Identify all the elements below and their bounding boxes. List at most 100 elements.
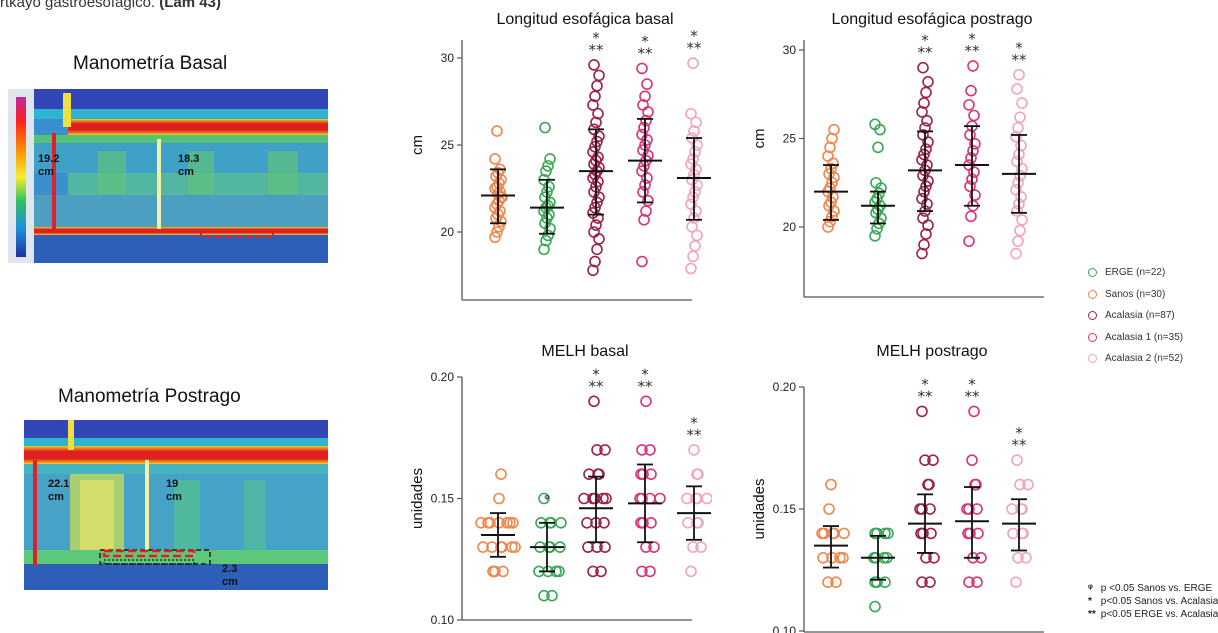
data-point	[654, 492, 666, 505]
data-point	[1016, 214, 1028, 226]
data-point	[916, 405, 928, 418]
footnote-symbol: **	[1088, 609, 1096, 620]
data-point	[588, 395, 600, 408]
significance-marker: *	[921, 375, 929, 393]
data-point	[920, 180, 932, 193]
postrago-length-label-3: 2.3 cm	[222, 563, 238, 589]
group-acalasia: ***	[908, 32, 942, 260]
data-point	[635, 468, 647, 480]
y-tick-label: 0.20	[431, 370, 455, 384]
legend-item: Acalasia 1 (n=35)	[1088, 327, 1183, 349]
significance-marker: **	[687, 39, 703, 57]
data-point	[636, 62, 648, 75]
significance-marker: *	[592, 365, 600, 383]
data-point	[882, 527, 894, 540]
data-point	[590, 219, 602, 231]
significance-marker: **	[918, 387, 934, 405]
y-tick-label: 0.20	[773, 380, 797, 394]
group-acalasia-1: ***	[628, 365, 666, 578]
data-point	[920, 143, 932, 155]
significance-marker: **	[965, 387, 981, 405]
legend-marker	[1088, 332, 1097, 342]
data-point	[919, 454, 931, 466]
data-point	[638, 214, 650, 226]
data-point	[487, 565, 499, 578]
data-point	[1014, 169, 1026, 182]
y-axis-label: unidades	[751, 479, 768, 540]
data-point	[688, 444, 700, 456]
postrago-length-unit-2: cm	[166, 491, 182, 503]
data-point	[870, 176, 882, 189]
data-point	[689, 186, 701, 198]
data-point	[869, 600, 881, 613]
y-tick-label: 25	[441, 138, 455, 152]
data-point	[538, 243, 550, 256]
data-point	[546, 589, 558, 602]
data-point	[588, 59, 600, 71]
data-point	[916, 153, 928, 166]
data-point	[688, 125, 700, 137]
data-point	[578, 492, 590, 505]
footnote-text: p<0.05 ERGE vs. Acalasia	[1098, 609, 1218, 620]
data-point	[927, 454, 939, 466]
data-point	[591, 196, 603, 209]
significance-marker: ᵠ	[544, 493, 549, 508]
data-point	[542, 160, 554, 172]
data-point	[1014, 478, 1026, 491]
footnote-symbol: ᵠ	[1088, 583, 1093, 594]
data-point	[1011, 454, 1023, 466]
data-point	[504, 517, 516, 529]
data-point	[828, 123, 840, 136]
significance-marker: **	[1012, 436, 1028, 454]
chart-title: Longitud esofágica basal	[496, 11, 673, 28]
data-point	[636, 565, 648, 578]
data-point	[916, 192, 928, 205]
significance-marker: **	[589, 41, 605, 59]
data-point	[635, 517, 647, 529]
data-point	[917, 212, 929, 224]
data-point	[962, 527, 974, 540]
data-point	[1011, 155, 1023, 168]
data-point	[1010, 576, 1022, 588]
footnote: * p<0.05 Sanos vs. Acalasia	[1088, 595, 1218, 608]
data-point	[837, 552, 849, 564]
footnote-text: p<0.05 Sanos vs. Acalasia	[1098, 596, 1218, 607]
legend-marker	[1088, 354, 1097, 364]
y-tick-label: 30	[783, 43, 797, 57]
data-point	[542, 229, 554, 242]
data-point	[691, 229, 703, 242]
legend-label: Sanos (n=30)	[1105, 288, 1166, 300]
data-point	[922, 76, 934, 88]
data-point	[924, 576, 936, 588]
group-acalasia-2: ***	[1002, 424, 1036, 588]
y-axis-label: cm	[409, 135, 426, 155]
data-point	[692, 468, 704, 480]
data-point	[495, 468, 507, 480]
data-point	[871, 192, 883, 205]
data-point	[587, 565, 599, 578]
manometry-postrago-title: Manometría Postrago	[58, 386, 241, 407]
data-point	[872, 141, 884, 154]
data-point	[583, 468, 595, 480]
y-tick-label: 0.15	[773, 502, 797, 516]
data-point	[838, 527, 850, 540]
data-point	[918, 97, 930, 109]
data-point	[641, 78, 653, 90]
significance-marker: *	[592, 29, 600, 47]
data-point	[555, 517, 567, 529]
data-point	[538, 589, 550, 602]
data-point	[644, 444, 656, 456]
data-point	[869, 576, 881, 588]
data-point	[967, 145, 979, 157]
data-point	[591, 80, 603, 92]
significance-marker: **	[638, 377, 654, 395]
data-point	[1013, 68, 1025, 81]
legend-item: ERGE (n=22)	[1088, 262, 1183, 284]
data-point	[685, 107, 697, 120]
data-point	[869, 230, 881, 242]
data-point	[638, 121, 650, 134]
data-point	[587, 146, 599, 158]
group-acalasia-1: ***	[628, 32, 662, 268]
